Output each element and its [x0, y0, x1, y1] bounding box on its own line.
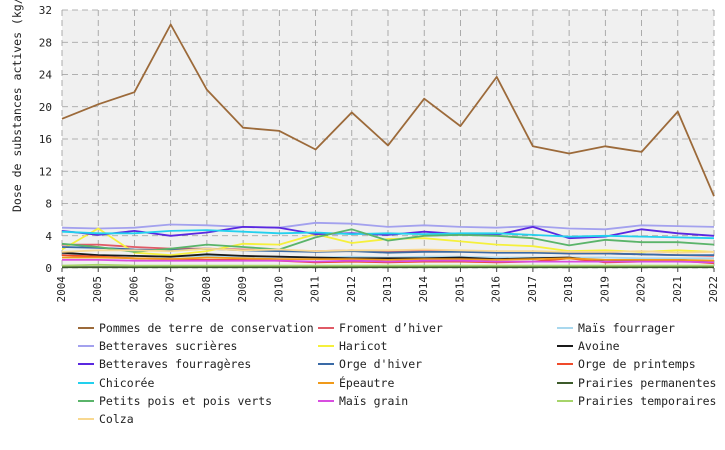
x-tick-label: 2021 — [671, 276, 684, 303]
y-tick-label: 20 — [39, 101, 52, 114]
x-tick-label: 2011 — [309, 276, 322, 303]
y-tick-label: 4 — [45, 230, 52, 243]
y-axis-label: Dose de substances actives (kg/ha) — [10, 0, 24, 212]
x-tick-label: 2015 — [453, 276, 466, 303]
y-tick-label: 24 — [39, 69, 53, 82]
series-line — [61, 229, 715, 240]
x-tick-label: 2004 — [55, 276, 68, 303]
y-tick-label: 12 — [39, 165, 52, 178]
x-tick-label: 2008 — [200, 276, 213, 303]
series-line — [62, 258, 715, 264]
series-line — [61, 228, 715, 253]
y-tick-label: 8 — [45, 198, 52, 211]
x-tick-label: 2009 — [236, 276, 249, 303]
x-tick-label: 2007 — [164, 276, 177, 303]
series-lines — [61, 23, 715, 269]
series-line — [61, 227, 715, 257]
x-tick-label: 2010 — [272, 276, 285, 303]
y-tick-label: 0 — [45, 262, 52, 275]
y-tick-label: 16 — [39, 133, 52, 146]
x-tick-label: 2006 — [127, 276, 140, 303]
x-tick-labels: 2004 2005 2006 2007 2008 2009 2010 2011 2012 2013… — [55, 268, 720, 303]
y-tick-label: 32 — [39, 4, 52, 17]
x-tick-label: 2016 — [490, 276, 503, 303]
series-line — [61, 221, 715, 231]
series-line — [61, 263, 714, 267]
x-tick-label: 2020 — [635, 276, 648, 303]
x-tick-label: 2017 — [526, 276, 539, 303]
series-line — [61, 23, 715, 197]
x-tick-label: 2022 — [707, 276, 720, 303]
series-line — [62, 256, 715, 262]
x-tick-label: 2018 — [562, 276, 575, 303]
x-tick-label: 2014 — [417, 276, 430, 303]
x-tick-label: 2013 — [381, 276, 394, 303]
x-tick-label: 2005 — [91, 276, 104, 303]
y-tick-label: 28 — [39, 36, 52, 49]
y-tick-labels: 0 4 8 12 16 20 24 28 32 — [39, 4, 53, 275]
x-tick-label: 2019 — [598, 276, 611, 303]
grid-lines — [61, 9, 715, 269]
x-tick-label: 2012 — [345, 276, 358, 303]
series-line — [61, 247, 715, 254]
